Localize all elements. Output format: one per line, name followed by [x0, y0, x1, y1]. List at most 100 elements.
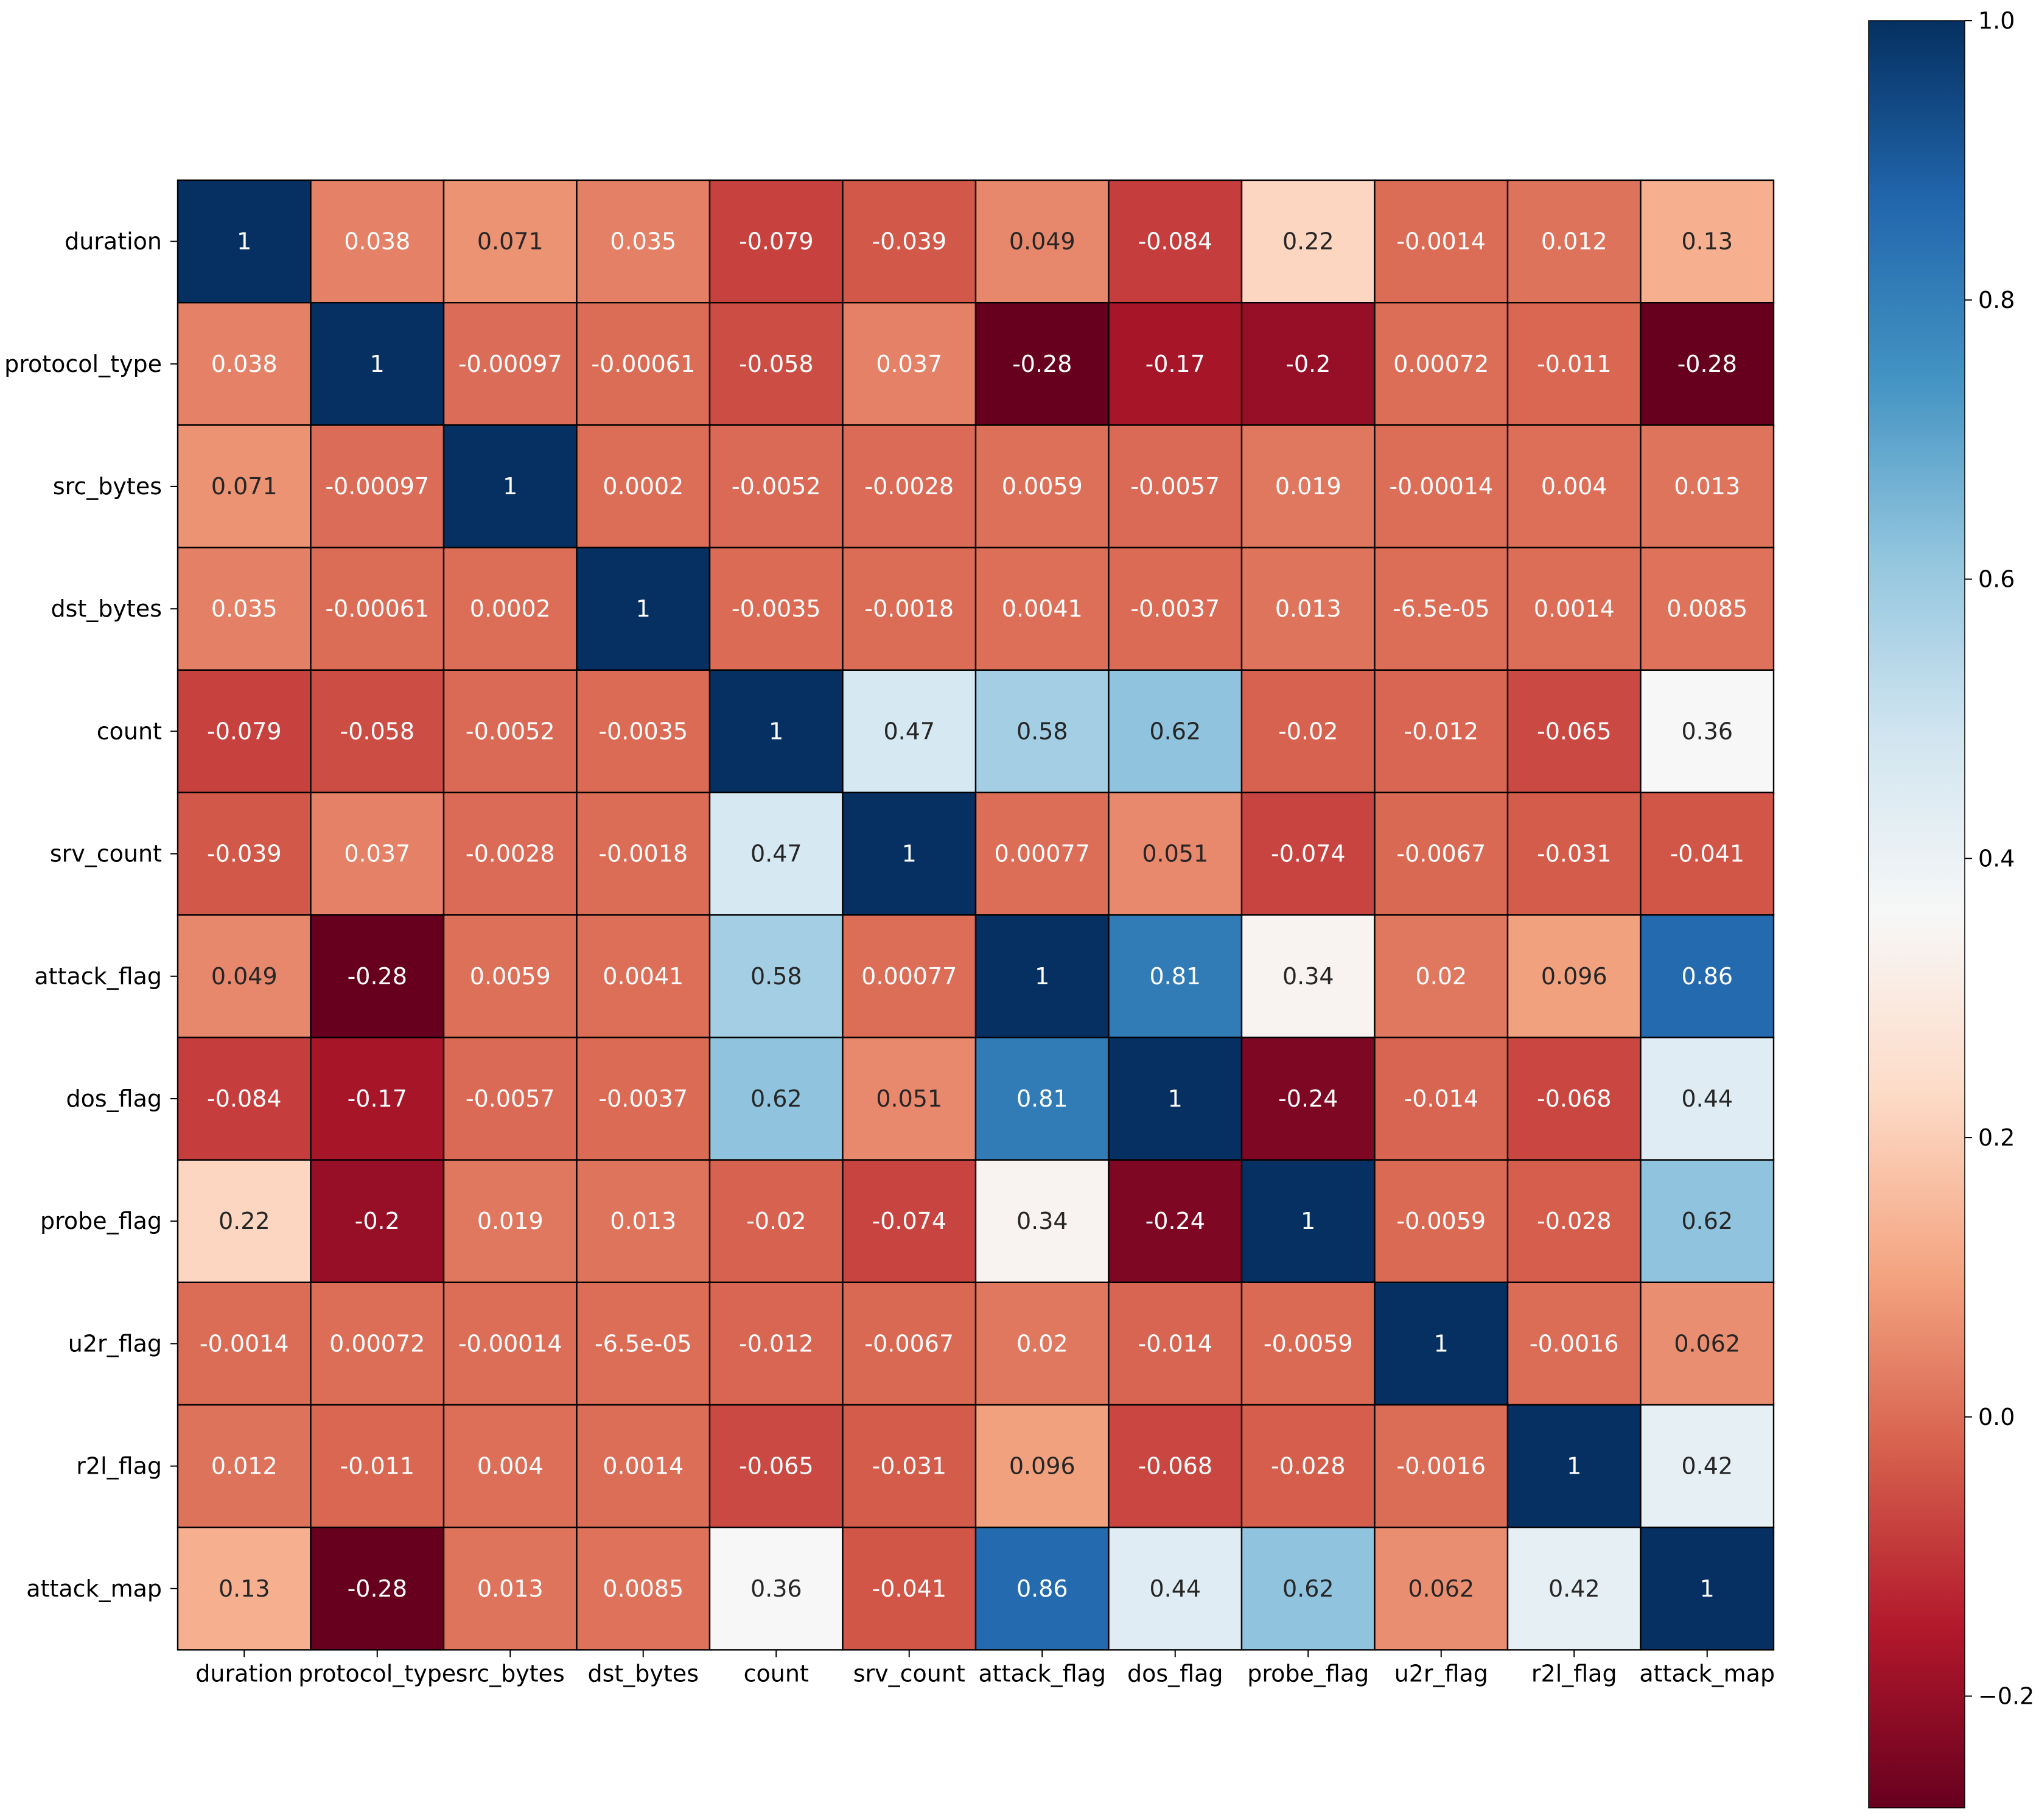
cell-value-label-3-5: -0.0018 — [864, 595, 954, 622]
heatmap-cell-11-5 — [842, 1526, 977, 1651]
heatmap-cell-4-4 — [708, 669, 844, 794]
cell-value-label-4-10: -0.065 — [1537, 718, 1612, 744]
heatmap-cell-10-7 — [1108, 1404, 1243, 1528]
cell-value-label-10-6: 0.096 — [1009, 1453, 1075, 1480]
heatmap-cell-10-4 — [708, 1404, 844, 1528]
cell-value-label-9-11: 0.062 — [1674, 1330, 1740, 1357]
cell-value-label-1-6: -0.28 — [1012, 351, 1072, 377]
colorbar-tick-label-5: 0.0 — [1978, 1404, 2015, 1430]
heatmap-cell-4-8 — [1240, 669, 1376, 794]
cell-value-label-1-3: -0.00061 — [591, 351, 695, 377]
cell-value-label-8-2: 0.019 — [477, 1208, 544, 1234]
cell-value-label-5-2: -0.0028 — [466, 841, 555, 867]
cell-value-label-7-10: -0.068 — [1537, 1085, 1612, 1112]
x-tick-label-6: attack_flag — [978, 1660, 1106, 1687]
y-tick-label-11: attack_map — [26, 1575, 162, 1602]
cell-value-label-5-6: 0.00077 — [995, 841, 1090, 867]
cell-value-label-4-2: -0.0052 — [466, 718, 555, 744]
cell-value-label-11-7: 0.44 — [1149, 1575, 1201, 1602]
cell-value-label-7-2: -0.0057 — [466, 1085, 555, 1112]
cell-value-label-7-11: 0.44 — [1681, 1085, 1733, 1112]
cell-value-label-2-4: -0.0052 — [732, 473, 821, 500]
cell-value-label-0-0: 1 — [237, 228, 251, 255]
heatmap-cell-1-7 — [1108, 302, 1243, 426]
cell-value-label-2-10: 0.004 — [1541, 473, 1607, 500]
cell-value-label-3-9: -6.5e-05 — [1393, 595, 1490, 622]
heatmap-cell-0-9 — [1374, 179, 1509, 304]
cell-value-label-10-5: -0.031 — [872, 1453, 947, 1480]
heatmap-cell-8-3 — [576, 1159, 711, 1283]
heatmap-cell-1-0 — [177, 302, 312, 426]
heatmap-cell-1-6 — [974, 302, 1110, 426]
heatmap-cell-9-6 — [974, 1281, 1110, 1406]
x-tick-label-1: protocol_type — [298, 1660, 456, 1687]
cell-value-label-6-5: 0.00077 — [861, 963, 957, 990]
heatmap-cell-6-0 — [177, 914, 312, 1038]
cell-value-label-11-4: 0.36 — [750, 1575, 802, 1602]
cell-value-label-9-3: -6.5e-05 — [595, 1330, 692, 1357]
cell-value-label-7-5: 0.051 — [876, 1085, 942, 1112]
cell-value-label-2-5: -0.0028 — [864, 473, 954, 500]
heatmap-cell-3-8 — [1240, 547, 1376, 671]
y-tick-label-6: attack_flag — [34, 963, 162, 990]
cell-value-label-3-10: 0.0014 — [1534, 595, 1615, 622]
cell-value-label-3-4: -0.0035 — [732, 595, 821, 622]
heatmap-cell-11-9 — [1374, 1526, 1509, 1651]
heatmap-cell-4-6 — [974, 669, 1110, 794]
heatmap-cell-1-4 — [708, 302, 844, 426]
y-tick-label-0: duration — [65, 228, 162, 255]
cell-value-label-0-9: -0.0014 — [1396, 228, 1486, 255]
cell-value-label-1-0: 0.038 — [211, 351, 278, 377]
cell-value-label-3-3: 1 — [636, 595, 651, 622]
cell-value-label-6-2: 0.0059 — [470, 963, 551, 990]
colorbar-tick-label-1: 0.8 — [1978, 287, 2015, 313]
heatmap-cell-4-5 — [842, 669, 977, 794]
heatmap-cell-5-0 — [177, 791, 312, 916]
cell-value-label-5-8: -0.074 — [1271, 841, 1346, 867]
heatmap-cell-7-4 — [708, 1037, 844, 1161]
y-tick-label-8: probe_flag — [40, 1208, 162, 1234]
heatmap-cell-8-9 — [1374, 1159, 1509, 1283]
cell-value-label-1-5: 0.037 — [876, 351, 942, 377]
cell-value-label-3-8: 0.013 — [1275, 595, 1341, 622]
heatmap-cell-3-9 — [1374, 547, 1509, 671]
heatmap-cell-8-6 — [974, 1159, 1110, 1283]
cell-value-label-8-6: 0.34 — [1016, 1208, 1068, 1234]
heatmap-cell-6-8 — [1240, 914, 1376, 1038]
heatmap-cell-8-11 — [1640, 1159, 1775, 1283]
cell-value-label-2-9: -0.00014 — [1389, 473, 1493, 500]
cell-value-label-0-7: -0.084 — [1138, 228, 1213, 255]
cell-value-label-11-2: 0.013 — [477, 1575, 544, 1602]
heatmap-cell-6-3 — [576, 914, 711, 1038]
y-tick-label-9: u2r_flag — [68, 1330, 162, 1357]
heatmap-cell-10-1 — [310, 1404, 445, 1528]
heatmap-cell-7-9 — [1374, 1037, 1509, 1161]
cell-value-label-11-5: -0.041 — [872, 1575, 947, 1602]
heatmap-cell-1-3 — [576, 302, 711, 426]
heatmap-cell-7-1 — [310, 1037, 445, 1161]
heatmap-cell-5-9 — [1374, 791, 1509, 916]
heatmap-cell-4-1 — [310, 669, 445, 794]
cell-value-label-8-7: -0.24 — [1145, 1208, 1205, 1234]
heatmap-cell-0-0 — [177, 179, 312, 304]
cell-value-label-0-6: 0.049 — [1009, 228, 1075, 255]
heatmap-cell-0-4 — [708, 179, 844, 304]
heatmap-cell-10-8 — [1240, 1404, 1376, 1528]
heatmap-cell-6-10 — [1506, 914, 1642, 1038]
cell-value-label-8-11: 0.62 — [1681, 1208, 1733, 1234]
cell-value-label-8-0: 0.22 — [219, 1208, 270, 1234]
cell-value-label-10-0: 0.012 — [211, 1453, 278, 1480]
heatmap-cell-2-0 — [177, 424, 312, 548]
heatmap-cell-2-11 — [1640, 424, 1775, 548]
heatmap-cell-2-6 — [974, 424, 1110, 548]
cell-value-label-11-11: 1 — [1700, 1575, 1715, 1602]
heatmap-cell-11-10 — [1506, 1526, 1642, 1651]
cell-value-label-9-0: -0.0014 — [200, 1330, 289, 1357]
cell-value-label-5-0: -0.039 — [207, 841, 282, 867]
y-tick-label-4: count — [97, 718, 162, 744]
heatmap-cell-3-3 — [576, 547, 711, 671]
heatmap-cell-6-11 — [1640, 914, 1775, 1038]
cell-value-label-0-10: 0.012 — [1541, 228, 1607, 255]
heatmap-cell-8-10 — [1506, 1159, 1642, 1283]
cell-value-label-11-6: 0.86 — [1016, 1575, 1068, 1602]
